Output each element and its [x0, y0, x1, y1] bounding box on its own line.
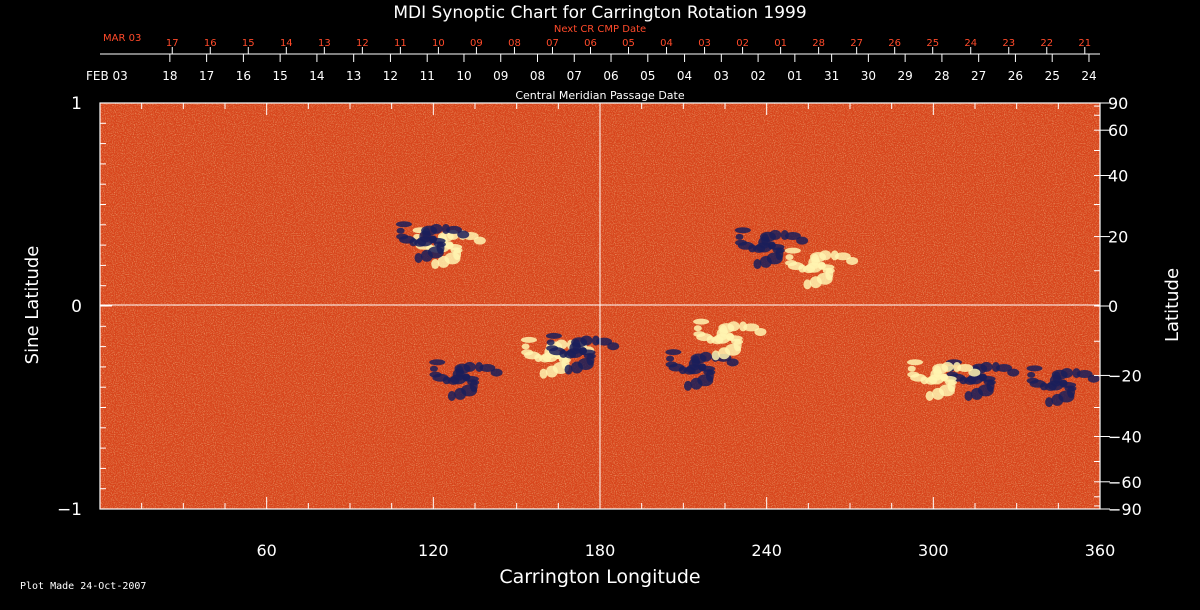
next-cr-date-label: 22	[1040, 38, 1053, 49]
cmp-date-label: 07	[567, 69, 582, 83]
cmp-start-label: FEB 03	[86, 69, 128, 83]
next-cr-date-label: 10	[432, 38, 445, 49]
next-cr-date-label: 11	[394, 38, 407, 49]
y-axis-left-label: Sine Latitude	[22, 246, 43, 365]
cmp-date-label: 26	[1008, 69, 1023, 83]
x-axis-label: Carrington Longitude	[499, 566, 700, 588]
longitude-axis: 60 120 180 240 300 360	[99, 103, 1116, 560]
next-cr-date-label: 06	[584, 38, 597, 49]
cmp-date-label: 01	[787, 69, 802, 83]
cmp-date-label: 12	[383, 69, 398, 83]
x-tick-label: 180	[585, 541, 616, 560]
next-cr-date-label: 15	[242, 38, 255, 49]
cmp-date-label: 03	[714, 69, 729, 83]
y-right-tick-label: 0	[1108, 297, 1118, 316]
next-cr-date-label: 13	[318, 38, 331, 49]
next-cr-date-label: 27	[850, 38, 863, 49]
cmp-date-label: 29	[898, 69, 913, 83]
next-cr-date-label: 25	[926, 38, 939, 49]
y-right-tick-label: −20	[1108, 366, 1142, 385]
cmp-date-label: 24	[1081, 69, 1096, 83]
y-right-tick-label: 90	[1108, 94, 1128, 113]
next-cr-start-label: MAR 03	[103, 33, 141, 44]
cmp-date-label: 11	[420, 69, 435, 83]
cmp-date-label: 28	[934, 69, 949, 83]
next-cr-date-label: 17	[166, 38, 179, 49]
cmp-date-axis: FEB 03 18 17 16 15 14 13 12 11 10 09 08 07 06 05 04 03 0…	[86, 54, 1097, 102]
positive-polarity-region	[412, 227, 486, 270]
next-cr-date-label: 28	[812, 38, 825, 49]
next-cr-date-label: 07	[546, 38, 559, 49]
x-tick-label: 300	[918, 541, 949, 560]
positive-polarity-region	[693, 318, 767, 361]
cmp-date-label: 15	[273, 69, 288, 83]
next-cr-date-label: 14	[280, 38, 293, 49]
negative-polarity-region	[734, 227, 809, 270]
negative-polarity-region	[1026, 365, 1100, 408]
next-cr-date-label: 05	[622, 38, 635, 49]
y-right-tick-label: −90	[1108, 500, 1142, 519]
cmp-date-label: 04	[677, 69, 692, 83]
next-cr-date-label: 09	[470, 38, 483, 49]
cmp-date-label: 30	[861, 69, 876, 83]
y-left-tick-label: 0	[71, 297, 82, 317]
next-cr-date-label: 24	[964, 38, 977, 49]
next-cr-axis: Next CR CMP Date MAR 03 17 16 15 14 13 12 11 10…	[100, 24, 1100, 55]
y-left-tick-label: −1	[57, 500, 82, 520]
negative-polarity-region	[545, 332, 620, 375]
y-right-tick-label: 40	[1108, 167, 1128, 186]
cmp-date-label: 05	[640, 69, 655, 83]
positive-polarity-region	[907, 359, 981, 402]
cmp-date-label: 18	[162, 69, 177, 83]
cmp-date-label: 27	[971, 69, 986, 83]
y-right-tick-label: 20	[1108, 228, 1128, 247]
sine-latitude-axis: 1 0 −1	[57, 94, 112, 520]
next-cr-axis-title: Next CR CMP Date	[554, 24, 646, 35]
next-cr-date-label: 21	[1078, 38, 1091, 49]
negative-polarity-region	[429, 359, 503, 402]
positive-polarity-region	[784, 247, 859, 290]
cmp-date-label: 08	[530, 69, 545, 83]
latitude-axis: 90 60 40 20 0 −20 −40 −60 −90	[1094, 94, 1142, 519]
chart-title: MDI Synoptic Chart for Carrington Rotati…	[393, 3, 806, 23]
cmp-date-label: 06	[603, 69, 618, 83]
x-tick-label: 60	[256, 541, 276, 560]
y-right-tick-label: 60	[1108, 121, 1128, 140]
next-cr-date-label: 16	[204, 38, 217, 49]
cmp-date-label: 25	[1045, 69, 1060, 83]
cmp-date-label: 09	[493, 69, 508, 83]
y-left-tick-label: 1	[71, 94, 82, 114]
x-tick-label: 360	[1085, 541, 1116, 560]
next-cr-date-label: 03	[698, 38, 711, 49]
cmp-date-label: 13	[346, 69, 361, 83]
negative-polarity-region	[395, 221, 470, 263]
next-cr-date-label: 26	[888, 38, 901, 49]
next-cr-date-label: 04	[660, 38, 673, 49]
y-right-tick-label: −40	[1108, 427, 1142, 446]
cmp-date-label: 31	[824, 69, 839, 83]
plot-made-label: Plot Made 24-Oct-2007	[20, 581, 146, 592]
next-cr-date-label: 12	[356, 38, 369, 49]
cmp-date-label: 16	[236, 69, 251, 83]
y-right-tick-label: −60	[1108, 473, 1142, 492]
y-axis-right-label: Latitude	[1162, 268, 1183, 342]
cmp-date-label: 17	[199, 69, 214, 83]
cmp-date-label: 02	[750, 69, 765, 83]
next-cr-date-label: 02	[736, 38, 749, 49]
cmp-date-label: 14	[309, 69, 324, 83]
next-cr-date-label: 08	[508, 38, 521, 49]
next-cr-date-label: 23	[1002, 38, 1015, 49]
cmp-axis-title: Central Meridian Passage Date	[515, 89, 684, 102]
next-cr-date-label: 01	[774, 38, 787, 49]
x-tick-label: 240	[751, 541, 782, 560]
cmp-date-label: 10	[456, 69, 471, 83]
x-tick-label: 120	[418, 541, 449, 560]
